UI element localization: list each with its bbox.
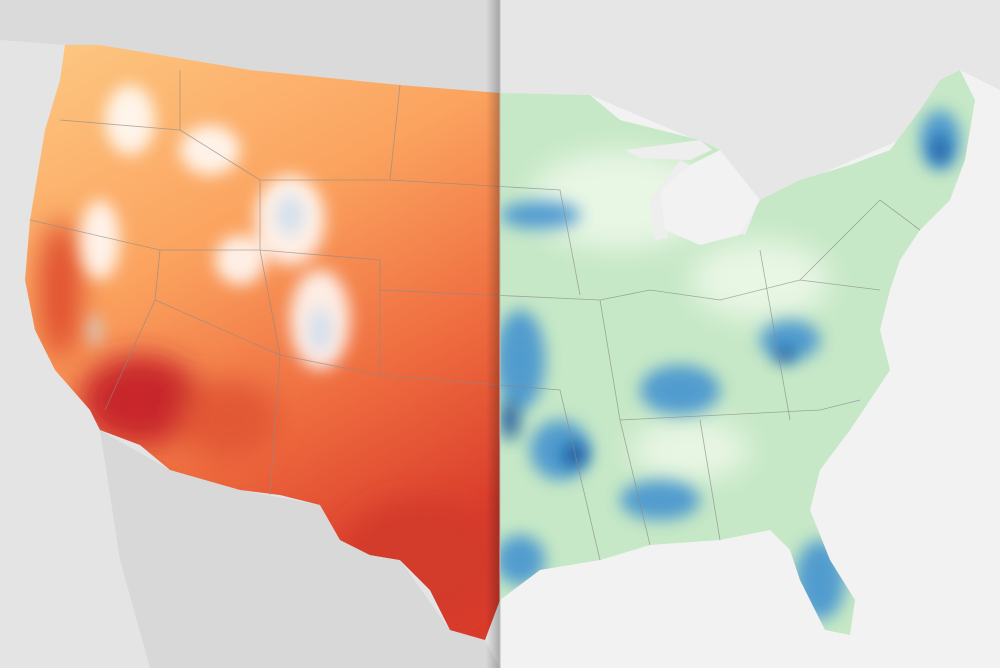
border (759, 249, 791, 421)
border (699, 419, 721, 541)
border (389, 179, 581, 296)
border (179, 84, 401, 181)
divider-shadow (486, 0, 500, 668)
border (154, 299, 281, 496)
border (799, 199, 921, 281)
state-borders (29, 70, 921, 561)
canada-left (0, 0, 500, 95)
border (29, 219, 161, 411)
border (619, 399, 861, 421)
border (379, 374, 601, 561)
lake-michigan (650, 160, 690, 240)
mexico (100, 430, 500, 668)
canada-right (500, 0, 1000, 200)
lake-superior (625, 140, 712, 160)
cold-areas (89, 195, 332, 352)
border (379, 279, 881, 301)
